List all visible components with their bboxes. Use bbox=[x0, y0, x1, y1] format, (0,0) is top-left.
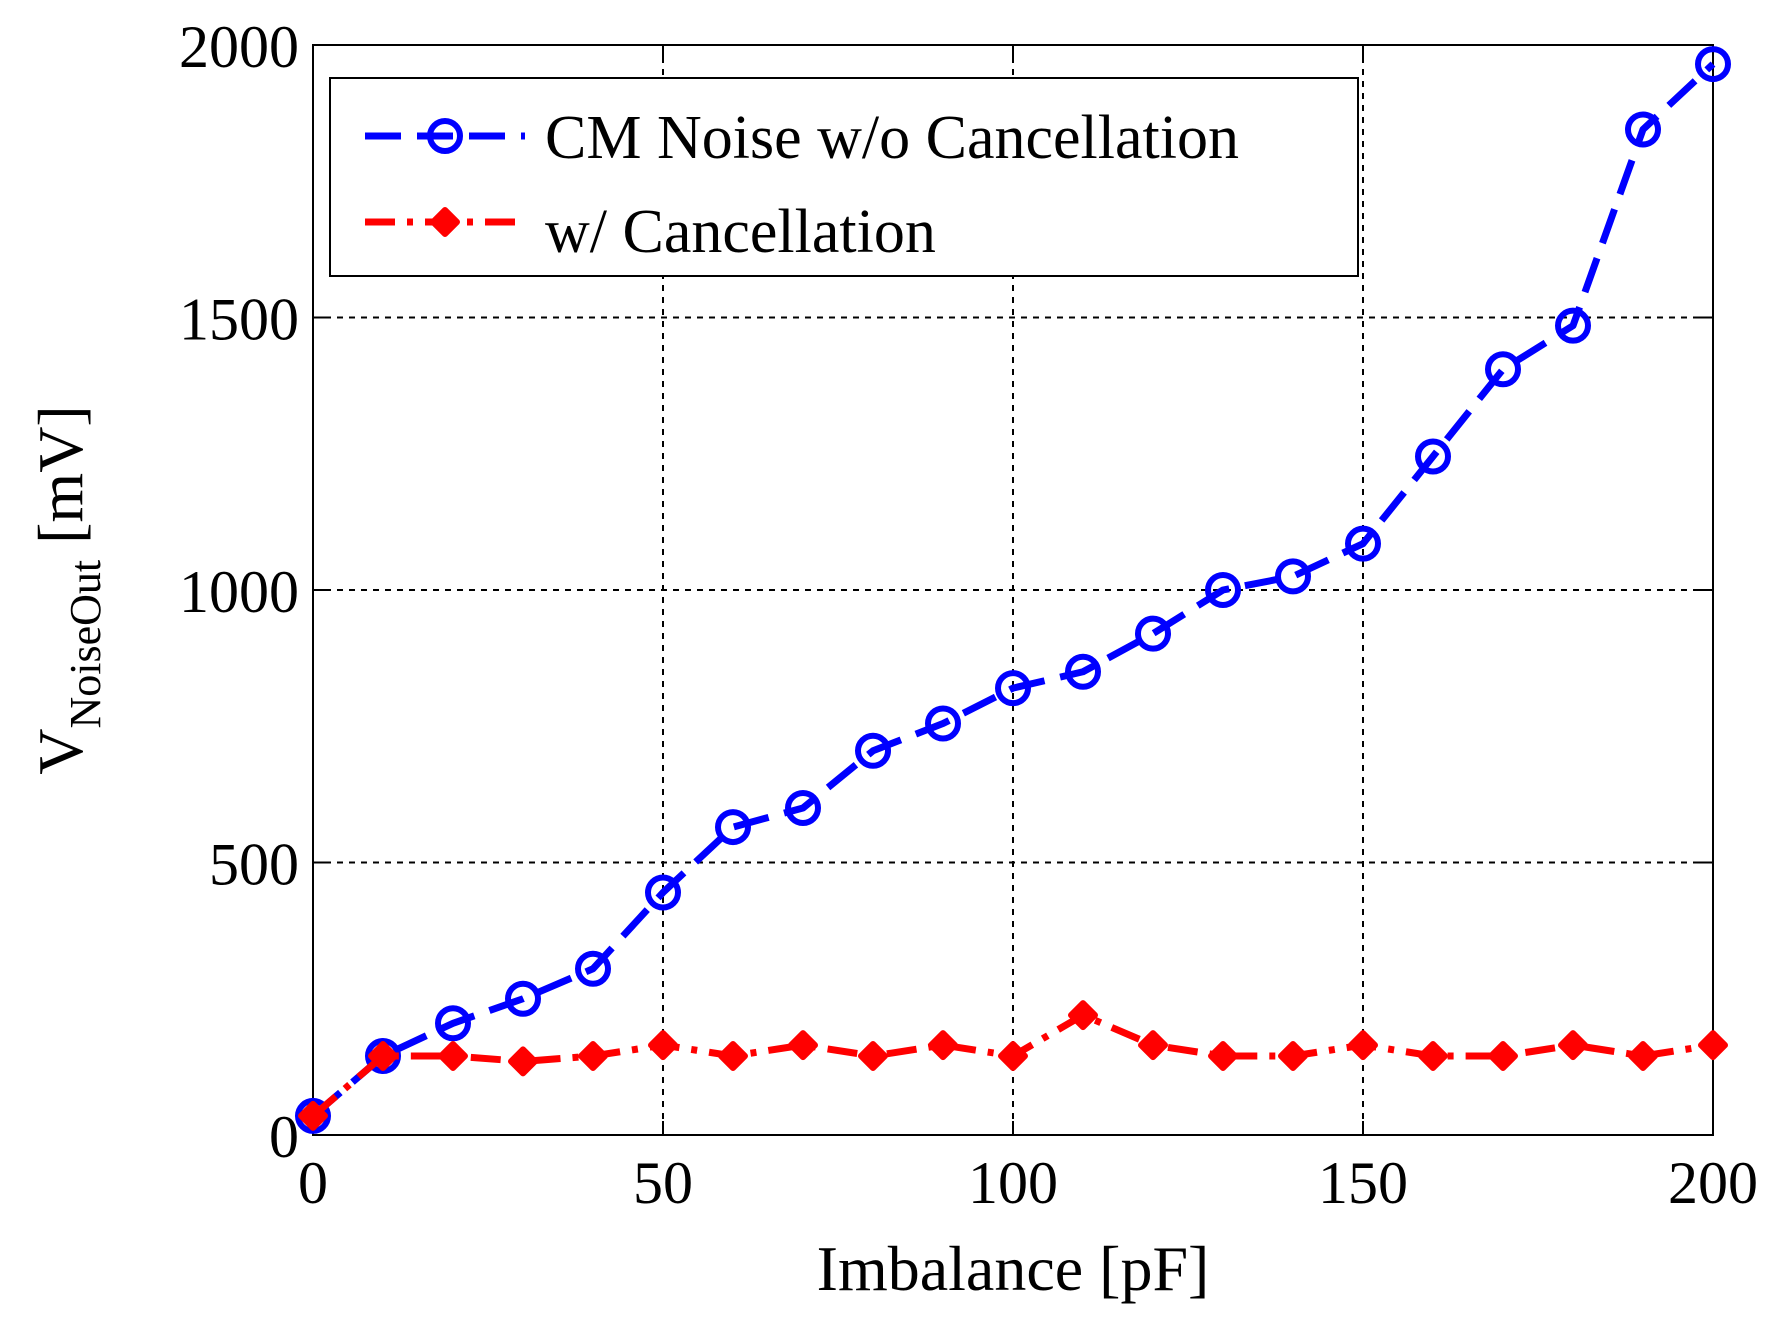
series-line-0 bbox=[310, 61, 1716, 1119]
y-tick-labels: 0 500 1000 1500 2000 bbox=[179, 14, 299, 1170]
y-tick-label: 1500 bbox=[179, 287, 299, 353]
series-1 bbox=[298, 1000, 1728, 1131]
legend-marker-0 bbox=[427, 118, 463, 154]
data-point bbox=[438, 1040, 468, 1071]
data-point bbox=[368, 1040, 398, 1071]
data-point bbox=[1555, 307, 1591, 344]
data-point bbox=[1415, 438, 1451, 475]
data-point bbox=[1065, 653, 1101, 690]
x-axis-label: Imbalance [pF] bbox=[817, 1233, 1210, 1304]
data-point bbox=[718, 1040, 748, 1071]
data-point bbox=[788, 1030, 818, 1061]
data-point bbox=[1695, 46, 1731, 83]
data-point bbox=[1138, 1030, 1168, 1061]
data-point bbox=[1418, 1040, 1448, 1071]
legend-sample-0 bbox=[365, 118, 525, 154]
legend: CM Noise w/o Cancellation w/ Cancellatio… bbox=[329, 77, 1359, 277]
y-axis-label-unit: [mV] bbox=[25, 405, 96, 560]
data-point bbox=[1628, 1040, 1658, 1071]
y-axis-label-main: V bbox=[25, 729, 96, 775]
data-point bbox=[648, 1030, 678, 1061]
y-tick-label: 1000 bbox=[179, 559, 299, 625]
x-tick-labels: 0 50 100 150 200 bbox=[298, 1150, 1758, 1216]
data-point bbox=[1348, 1030, 1378, 1061]
x-tick-label: 100 bbox=[968, 1150, 1058, 1216]
data-point bbox=[855, 732, 891, 769]
data-point bbox=[298, 1100, 328, 1131]
y-axis-label-subscript: NoiseOut bbox=[61, 560, 110, 729]
data-point bbox=[1135, 615, 1171, 652]
data-point bbox=[1558, 1030, 1588, 1061]
legend-label-0: CM Noise w/o Cancellation bbox=[545, 104, 1239, 172]
data-point bbox=[1275, 558, 1311, 595]
data-point bbox=[508, 1046, 538, 1077]
legend-label-1: w/ Cancellation bbox=[545, 198, 936, 266]
x-tick-label: 200 bbox=[1668, 1150, 1758, 1216]
y-axis-label: VNoiseOut [mV] bbox=[25, 405, 110, 775]
data-point bbox=[1345, 525, 1381, 562]
data-point bbox=[578, 1040, 608, 1071]
axis-ticks bbox=[312, 44, 1714, 1136]
x-tick-label: 150 bbox=[1318, 1150, 1408, 1216]
data-point bbox=[1278, 1040, 1308, 1071]
data-point bbox=[928, 1030, 958, 1061]
data-point bbox=[785, 790, 821, 826]
data-point bbox=[925, 705, 961, 742]
data-point bbox=[1488, 1040, 1518, 1071]
data-point bbox=[1625, 111, 1661, 148]
data-point bbox=[1205, 572, 1241, 608]
data-point bbox=[1068, 1000, 1098, 1031]
data-point bbox=[575, 950, 611, 987]
data-point bbox=[998, 1040, 1028, 1071]
y-tick-label: 0 bbox=[269, 1104, 299, 1170]
x-tick-label: 50 bbox=[633, 1150, 693, 1216]
x-tick-label: 0 bbox=[298, 1150, 328, 1216]
data-point bbox=[645, 874, 681, 911]
data-point bbox=[1485, 351, 1521, 388]
data-point bbox=[715, 809, 751, 846]
data-point bbox=[1208, 1040, 1238, 1071]
y-tick-label: 2000 bbox=[179, 14, 299, 80]
legend-box bbox=[329, 77, 1359, 277]
data-point bbox=[505, 980, 541, 1017]
data-point bbox=[995, 670, 1031, 707]
y-tick-label: 500 bbox=[209, 832, 299, 898]
legend-sample-1 bbox=[365, 207, 525, 237]
series-layer bbox=[295, 46, 1731, 1134]
legend-marker-1 bbox=[430, 207, 460, 237]
data-point bbox=[1698, 1030, 1728, 1061]
data-point bbox=[858, 1040, 888, 1071]
data-point bbox=[435, 1005, 471, 1042]
